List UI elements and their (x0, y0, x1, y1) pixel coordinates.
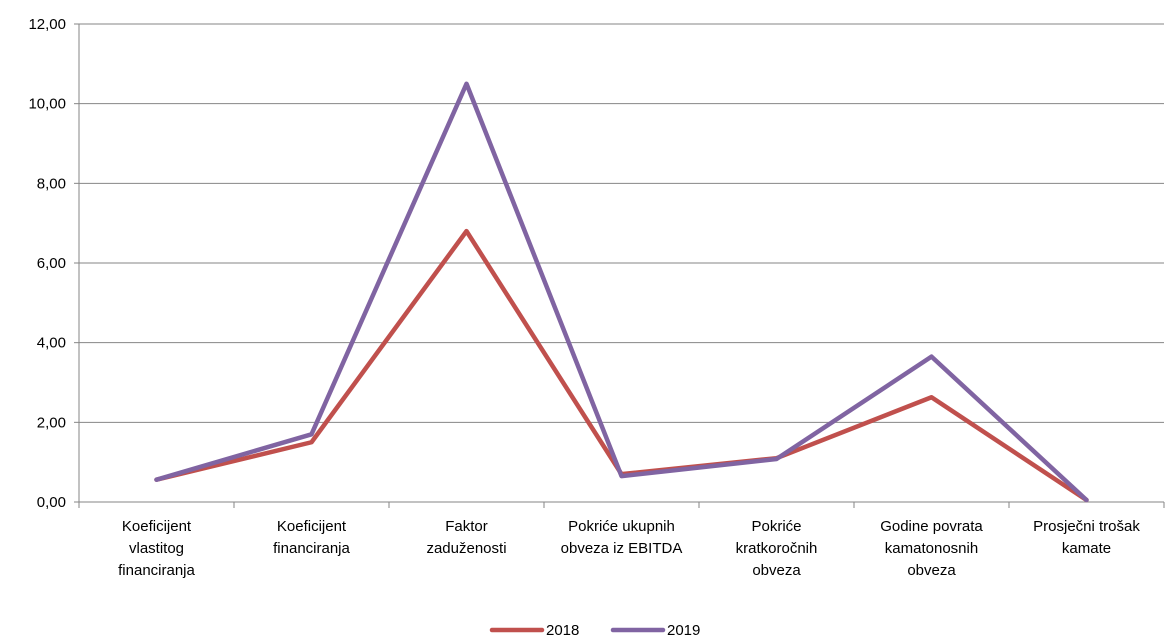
series-line-2019 (154, 81, 1089, 503)
x-category-label: Prosječni trošak kamate (1033, 518, 1140, 557)
legend: 2018 2019 (489, 622, 700, 639)
axes (74, 23, 1165, 508)
x-category-label-line: Koeficijent (122, 518, 192, 535)
gridlines (79, 23, 1164, 423)
y-tick-label: 6,00 (37, 255, 66, 272)
x-category-label: Faktor zaduženosti (426, 518, 506, 557)
y-tick-label: 8,00 (37, 175, 66, 192)
x-category-label-line: Koeficijent (277, 518, 347, 535)
x-category-label: Pokriće kratkoročnih obveza (736, 518, 818, 579)
y-tick-label: 4,00 (37, 335, 66, 352)
legend-label-2019: 2019 (667, 622, 700, 639)
series-line-2018 (154, 228, 1089, 503)
y-axis-tick-labels: 0,00 2,00 4,00 6,00 8,00 10,00 12,00 (28, 16, 66, 511)
x-category-label-line: Godine povrata (880, 518, 983, 535)
y-tick-label: 0,00 (37, 494, 66, 511)
x-category-label: Pokriće ukupnih obveza iz EBITDA (561, 518, 683, 557)
x-category-label-line: Prosječni trošak (1033, 518, 1140, 535)
x-category-label-line: vlastitog (129, 540, 184, 557)
x-category-label-line: Pokriće ukupnih (568, 518, 675, 535)
x-category-label-line: zaduženosti (426, 540, 506, 557)
x-category-label-line: Faktor (445, 518, 488, 535)
x-category-label-line: Pokriće (751, 518, 801, 535)
series-lines (154, 81, 1089, 503)
x-category-label-line: obveza iz EBITDA (561, 540, 683, 557)
x-category-label: Godine povrata kamatonosnih obveza (880, 518, 983, 579)
y-tick-label: 10,00 (28, 96, 66, 113)
x-category-label-line: kamate (1062, 540, 1111, 557)
x-category-label-line: financiranja (273, 540, 350, 557)
x-axis-category-labels: Koeficijent vlastitog financiranjaKoeficij… (118, 518, 1140, 579)
y-tick-label: 12,00 (28, 16, 66, 33)
x-category-label-line: financiranja (118, 562, 195, 579)
x-category-label-line: obveza (907, 562, 956, 579)
x-category-label-line: kratkoročnih (736, 540, 818, 557)
x-category-label-line: obveza (752, 562, 801, 579)
x-category-label: Koeficijent financiranja (273, 518, 350, 557)
legend-label-2018: 2018 (546, 622, 579, 639)
y-tick-label: 2,00 (37, 414, 66, 431)
x-category-label: Koeficijent vlastitog financiranja (118, 518, 195, 579)
x-category-label-line: kamatonosnih (885, 540, 978, 557)
